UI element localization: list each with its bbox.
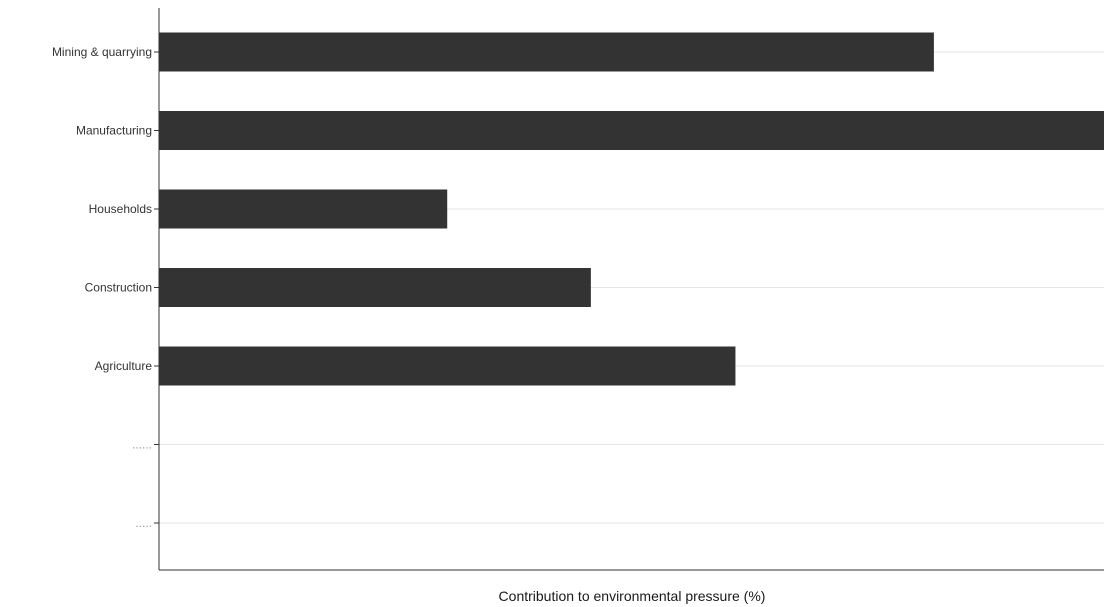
- y-ticks: [154, 51, 159, 524]
- y-tick-label: ......: [132, 438, 152, 452]
- y-tick-label: Mining & quarrying: [52, 45, 152, 59]
- x-axis-title: Contribution to environmental pressure (…: [499, 588, 766, 604]
- bar: [159, 346, 736, 386]
- y-tick-label: Construction: [85, 281, 152, 295]
- y-tick-label: Manufacturing: [76, 124, 152, 138]
- bar: [159, 268, 591, 307]
- bar: [159, 189, 448, 229]
- y-tick-labels: Mining & quarrying Manufacturing Household…: [52, 45, 152, 530]
- y-tick-label: .....: [135, 516, 152, 530]
- axes: [158, 8, 1104, 571]
- bars: [159, 32, 1104, 386]
- y-tick-label: Agriculture: [95, 359, 153, 373]
- y-tick-label: Households: [89, 202, 152, 216]
- bar: [159, 32, 934, 72]
- bar: [159, 111, 1104, 150]
